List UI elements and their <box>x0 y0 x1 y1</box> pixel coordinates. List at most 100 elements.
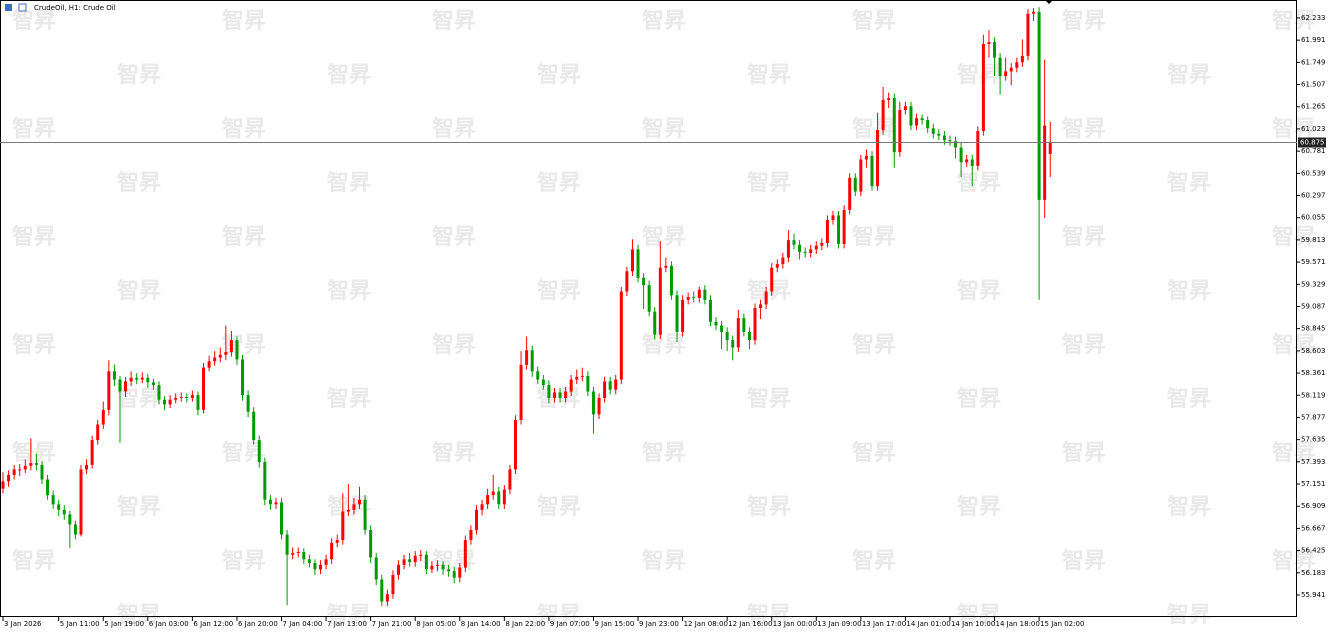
candle-body <box>430 565 434 570</box>
candle-body <box>792 240 796 245</box>
candle-body <box>603 381 607 398</box>
y-tick-label: 60.297 <box>1301 192 1326 200</box>
candle-body <box>229 340 233 353</box>
candle-body <box>736 318 740 348</box>
candle-body <box>842 209 846 244</box>
candle-body <box>168 399 172 405</box>
candle-body <box>614 379 618 390</box>
candle-body <box>903 106 907 110</box>
candle-body <box>341 511 345 541</box>
candle-body <box>218 354 222 358</box>
candle-body <box>96 424 100 441</box>
watermark: 智昇 <box>642 332 686 358</box>
candle-body <box>307 559 311 563</box>
watermark: 智昇 <box>852 224 896 250</box>
y-tick-label: 58.119 <box>1301 391 1326 399</box>
candle-body <box>630 249 634 272</box>
y-tick-label: 56.425 <box>1301 547 1326 555</box>
candle-body <box>931 128 935 134</box>
candle-body <box>998 57 1002 77</box>
candle-body <box>965 159 969 163</box>
candle-body <box>820 242 824 246</box>
watermark: 智昇 <box>957 62 1001 88</box>
candle-body <box>513 419 517 470</box>
x-tick-label: 9 Jan 15:00 <box>594 620 634 628</box>
watermark: 智昇 <box>1167 62 1211 88</box>
y-tick-label: 62.233 <box>1301 14 1326 22</box>
candle-body <box>981 43 985 132</box>
candle-body <box>324 559 328 565</box>
y-tick-label: 56.909 <box>1301 502 1326 510</box>
candle-body <box>268 499 272 505</box>
watermark: 智昇 <box>1272 8 1316 34</box>
watermark: 智昇 <box>1062 440 1106 466</box>
watermark: 智昇 <box>957 602 1001 628</box>
symbol-icon <box>5 3 27 12</box>
candle-body <box>759 304 763 309</box>
candle-body <box>714 321 718 326</box>
candle-body <box>374 557 378 580</box>
watermark: 智昇 <box>1062 224 1106 250</box>
candle-body <box>491 491 495 496</box>
watermark: 智昇 <box>852 440 896 466</box>
x-tick-label: 9 Jan 23:00 <box>639 620 679 628</box>
candle-body <box>469 529 473 541</box>
candle-body <box>313 562 317 570</box>
candle-body <box>993 42 997 58</box>
candle-body <box>29 463 33 466</box>
y-tick-label: 60.781 <box>1301 147 1326 155</box>
candle-body <box>413 555 417 563</box>
watermark: 智昇 <box>222 8 266 34</box>
candle-body <box>213 357 217 362</box>
candle-body <box>764 291 768 305</box>
watermark: 智昇 <box>1272 548 1316 574</box>
candle-body <box>1015 62 1019 68</box>
watermark: 智昇 <box>642 440 686 466</box>
candle-body <box>926 120 930 129</box>
watermark: 智昇 <box>852 8 896 34</box>
candle-body <box>190 395 194 398</box>
watermark: 智昇 <box>957 494 1001 520</box>
candle-body <box>447 569 451 572</box>
watermark: 智昇 <box>1167 494 1211 520</box>
watermark: 智昇 <box>957 386 1001 412</box>
candle-body <box>486 495 490 505</box>
watermark: 智昇 <box>117 386 161 412</box>
candle-body <box>508 469 512 490</box>
candle-body <box>163 399 167 405</box>
watermark: 智昇 <box>537 386 581 412</box>
candle-body <box>358 499 362 505</box>
candle-body <box>241 359 245 396</box>
candle-body <box>352 504 356 510</box>
x-tick-label: 6 Jan 20:00 <box>238 620 278 628</box>
y-tick-label: 61.991 <box>1301 36 1326 44</box>
candle-body <box>686 297 690 300</box>
candle-body <box>703 289 707 300</box>
chart-title: CrudeOil, H1: Crude Oil <box>34 4 116 12</box>
watermark: 智昇 <box>222 224 266 250</box>
watermark: 智昇 <box>1062 548 1106 574</box>
candle-body <box>1004 71 1008 77</box>
candle-body <box>742 318 746 332</box>
candle-body <box>970 159 974 166</box>
candle-body <box>803 252 807 254</box>
watermark: 智昇 <box>327 278 371 304</box>
candle-body <box>452 571 456 578</box>
x-tick-label: 5 Jan 11:00 <box>60 620 100 628</box>
candle-body <box>246 395 250 412</box>
watermark: 智昇 <box>642 116 686 142</box>
candle-body <box>530 350 534 372</box>
watermark: 智昇 <box>12 332 56 358</box>
watermark: 智昇 <box>1167 602 1211 628</box>
candle-body <box>564 391 568 398</box>
last-price-label: 60.875 <box>1300 139 1325 147</box>
candle-body <box>1048 142 1052 154</box>
candle-body <box>174 397 178 400</box>
candle-body <box>853 177 857 192</box>
candle-body <box>151 382 155 386</box>
x-tick-label: 13 Jan 09:00 <box>817 620 861 628</box>
x-tick-label: 14 Jan 18:00 <box>996 620 1040 628</box>
candle-body <box>876 130 880 187</box>
candle-body <box>179 396 183 398</box>
